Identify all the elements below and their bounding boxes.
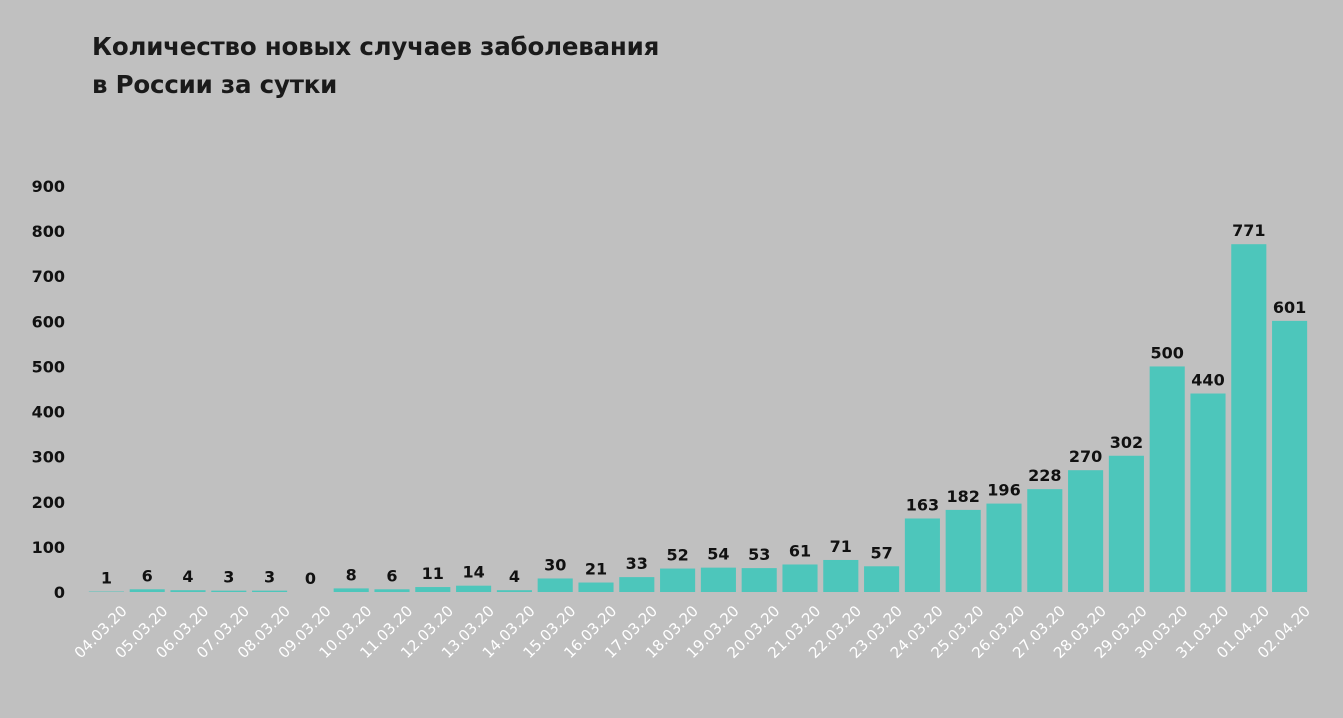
y-tick-label: 200 (32, 493, 65, 512)
y-tick-label: 100 (32, 538, 65, 557)
bar-value-label: 270 (1069, 447, 1102, 466)
bar (619, 577, 655, 592)
bar (1231, 244, 1267, 592)
bar-value-label: 52 (666, 546, 688, 565)
chart-title: Количество новых случаев заболевания в Р… (92, 32, 660, 99)
bar-value-label: 11 (422, 564, 444, 583)
bar (864, 566, 900, 592)
bar (415, 587, 451, 592)
bar-value-label: 228 (1028, 466, 1061, 485)
bar-value-label: 21 (585, 560, 607, 579)
bar-value-label: 196 (987, 481, 1020, 500)
y-tick-label: 500 (32, 357, 65, 376)
bar (660, 568, 696, 592)
bar-value-label: 4 (182, 567, 193, 586)
bar (1027, 489, 1063, 592)
bar-value-label: 163 (906, 495, 939, 514)
y-tick-label: 0 (54, 583, 65, 602)
bar-value-label: 1 (101, 569, 112, 588)
bar-value-label: 54 (707, 545, 729, 564)
bar (456, 585, 492, 592)
bar (1068, 470, 1104, 592)
bar-value-label: 30 (544, 555, 566, 574)
bar-value-label: 440 (1191, 371, 1224, 390)
bar (170, 590, 206, 592)
bar (700, 567, 736, 592)
y-tick-label: 300 (32, 448, 65, 467)
bar-value-label: 3 (223, 568, 234, 587)
bar (741, 568, 777, 592)
bar (333, 588, 369, 592)
bar-value-label: 4 (509, 567, 520, 586)
bar-value-label: 14 (462, 563, 484, 582)
bar-value-label: 601 (1273, 298, 1306, 317)
bar-value-label: 0 (305, 569, 316, 588)
bar (945, 509, 981, 592)
bar-value-label: 57 (870, 543, 892, 562)
y-tick-label: 900 (32, 177, 65, 196)
bar (904, 518, 940, 592)
bar (496, 590, 532, 592)
y-tick-label: 400 (32, 403, 65, 422)
bar (823, 559, 859, 592)
y-tick-label: 700 (32, 267, 65, 286)
bar (1190, 393, 1226, 592)
y-tick-label: 600 (32, 312, 65, 331)
bar-value-label: 6 (386, 566, 397, 585)
bar-value-label: 53 (748, 545, 770, 564)
bar (374, 589, 410, 592)
x-axis-ticks: 04.03.2005.03.2006.03.2007.03.2008.03.20… (71, 602, 1314, 662)
bar-value-label: 61 (789, 541, 811, 560)
bar-value-label: 33 (626, 554, 648, 573)
bar-value-label: 302 (1110, 433, 1143, 452)
bar-value-label: 6 (142, 566, 153, 585)
bars-group (88, 244, 1308, 592)
bar (537, 578, 573, 592)
bar (578, 582, 614, 592)
bar (1149, 366, 1185, 592)
bar-value-label: 500 (1150, 343, 1183, 362)
bar (1108, 455, 1144, 592)
bar (211, 590, 247, 592)
bar-value-label: 71 (830, 537, 852, 556)
bar-value-label: 3 (264, 568, 275, 587)
bar (782, 564, 818, 592)
bar-value-label: 771 (1232, 221, 1265, 240)
bar (252, 590, 288, 592)
bar-value-label: 8 (346, 565, 357, 584)
bar (1272, 320, 1308, 592)
y-axis-ticks: 0 100 200 300 400 500 600 700 800 900 (32, 177, 65, 602)
y-tick-label: 800 (32, 222, 65, 241)
bar (129, 589, 165, 592)
bar (986, 503, 1022, 592)
bar-value-label: 182 (946, 487, 979, 506)
